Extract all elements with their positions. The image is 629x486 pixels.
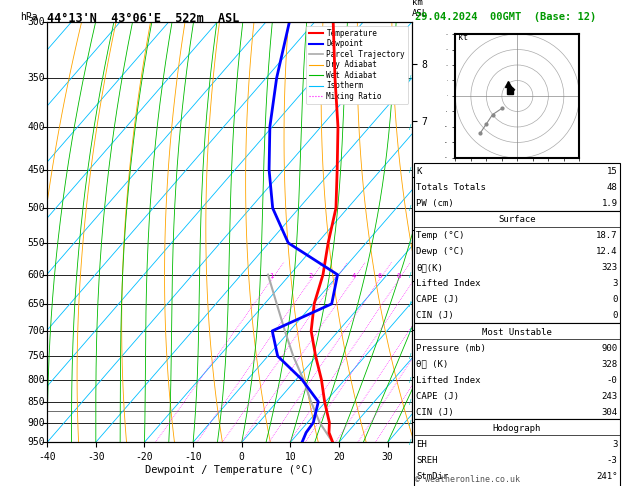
Text: hPa: hPa: [20, 12, 38, 22]
Text: 400: 400: [28, 122, 45, 132]
Text: 950: 950: [28, 437, 45, 447]
Text: /: /: [409, 439, 411, 445]
Text: 900: 900: [28, 417, 45, 428]
Text: 0: 0: [612, 312, 618, 320]
Text: /: /: [409, 377, 411, 382]
Text: 243: 243: [601, 392, 618, 400]
Text: kt: kt: [459, 33, 469, 42]
Text: 323: 323: [601, 263, 618, 272]
Text: 3: 3: [612, 279, 618, 288]
Text: 44°13'N  43°06'E  522m  ASL: 44°13'N 43°06'E 522m ASL: [47, 12, 240, 25]
Text: 700: 700: [28, 326, 45, 336]
Text: 450: 450: [28, 165, 45, 175]
Text: θᴇ(K): θᴇ(K): [416, 263, 443, 272]
Text: -0: -0: [607, 376, 618, 384]
Text: /: /: [409, 272, 411, 278]
Text: Lifted Index: Lifted Index: [416, 376, 481, 384]
Text: /: /: [409, 240, 411, 246]
Text: K: K: [416, 167, 422, 176]
Text: © weatheronline.co.uk: © weatheronline.co.uk: [415, 474, 520, 484]
Text: Surface: Surface: [498, 215, 536, 224]
Text: 850: 850: [28, 397, 45, 407]
Text: LCL: LCL: [413, 407, 428, 416]
Text: /: /: [409, 301, 411, 307]
Text: SREH: SREH: [416, 456, 438, 465]
Text: 3: 3: [612, 440, 618, 449]
Text: 241°: 241°: [596, 472, 618, 481]
Text: CIN (J): CIN (J): [416, 312, 454, 320]
Text: 500: 500: [28, 203, 45, 213]
Text: /: /: [409, 124, 411, 130]
Text: /: /: [409, 205, 411, 211]
Text: 6: 6: [377, 274, 382, 279]
Text: 550: 550: [28, 238, 45, 248]
Text: 0: 0: [612, 295, 618, 304]
Text: /: /: [409, 75, 411, 81]
Text: 1.9: 1.9: [601, 199, 618, 208]
Text: /: /: [409, 419, 411, 426]
Text: 4: 4: [351, 274, 355, 279]
Text: 15: 15: [607, 167, 618, 176]
Text: 1: 1: [269, 274, 274, 279]
Text: θᴇ (K): θᴇ (K): [416, 360, 448, 368]
Text: PW (cm): PW (cm): [416, 199, 454, 208]
Text: StmDir: StmDir: [416, 472, 448, 481]
Text: Dewp (°C): Dewp (°C): [416, 247, 465, 256]
Text: 328: 328: [601, 360, 618, 368]
Text: EH: EH: [416, 440, 427, 449]
X-axis label: Dewpoint / Temperature (°C): Dewpoint / Temperature (°C): [145, 465, 314, 475]
Text: /: /: [409, 353, 411, 359]
Text: 3: 3: [333, 274, 338, 279]
Text: 18.7: 18.7: [596, 231, 618, 240]
Text: 800: 800: [28, 375, 45, 384]
Text: Lifted Index: Lifted Index: [416, 279, 481, 288]
Text: -3: -3: [607, 456, 618, 465]
Text: 650: 650: [28, 299, 45, 309]
Text: CAPE (J): CAPE (J): [416, 295, 459, 304]
Text: 600: 600: [28, 270, 45, 279]
Text: /: /: [409, 399, 411, 405]
Text: Totals Totals: Totals Totals: [416, 183, 486, 192]
Text: km
ASL: km ASL: [412, 0, 428, 17]
Text: Temp (°C): Temp (°C): [416, 231, 465, 240]
Text: Most Unstable: Most Unstable: [482, 328, 552, 336]
Text: 48: 48: [607, 183, 618, 192]
Text: 304: 304: [601, 408, 618, 417]
Text: CAPE (J): CAPE (J): [416, 392, 459, 400]
Text: Pressure (mb): Pressure (mb): [416, 344, 486, 352]
Text: 29.04.2024  00GMT  (Base: 12): 29.04.2024 00GMT (Base: 12): [415, 12, 596, 22]
Y-axis label: Mixing Ratio (g/kg): Mixing Ratio (g/kg): [430, 181, 440, 283]
Text: 900: 900: [601, 344, 618, 352]
Legend: Temperature, Dewpoint, Parcel Trajectory, Dry Adiabat, Wet Adiabat, Isotherm, Mi: Temperature, Dewpoint, Parcel Trajectory…: [306, 26, 408, 104]
Text: /: /: [409, 328, 411, 334]
Text: 12.4: 12.4: [596, 247, 618, 256]
Text: 750: 750: [28, 351, 45, 361]
Text: 8: 8: [397, 274, 401, 279]
Text: /: /: [409, 167, 411, 173]
Text: 350: 350: [28, 73, 45, 83]
Text: 300: 300: [28, 17, 45, 27]
Text: Hodograph: Hodograph: [493, 424, 541, 433]
Text: 2: 2: [309, 274, 313, 279]
Text: CIN (J): CIN (J): [416, 408, 454, 417]
